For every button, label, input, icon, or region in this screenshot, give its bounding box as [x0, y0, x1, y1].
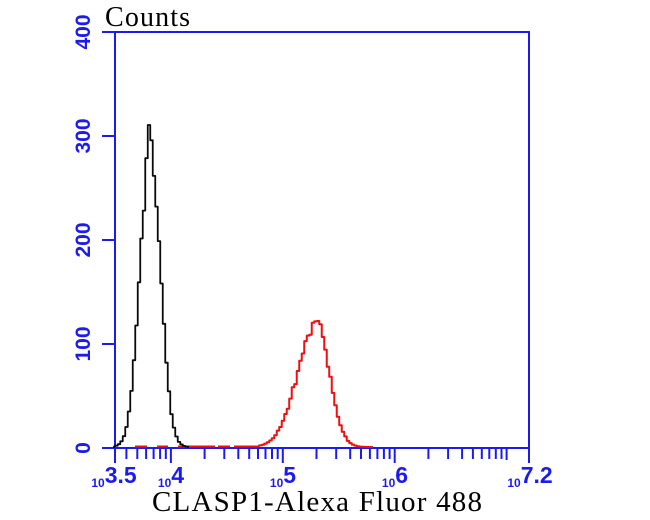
svg-text:200: 200 [72, 222, 95, 257]
svg-text:300: 300 [72, 118, 95, 153]
svg-text:400: 400 [72, 14, 95, 49]
svg-text:104: 104 [158, 462, 184, 490]
svg-text:CLASP1-Alexa Fluor 488: CLASP1-Alexa Fluor 488 [152, 486, 482, 518]
svg-text:105: 105 [270, 462, 296, 490]
svg-text:106: 106 [382, 462, 408, 490]
svg-text:107.2: 107.2 [507, 462, 552, 490]
svg-text:103.5: 103.5 [91, 462, 137, 490]
svg-text:0: 0 [72, 442, 95, 454]
svg-text:100: 100 [72, 326, 95, 361]
svg-text:Counts: Counts [105, 2, 190, 33]
